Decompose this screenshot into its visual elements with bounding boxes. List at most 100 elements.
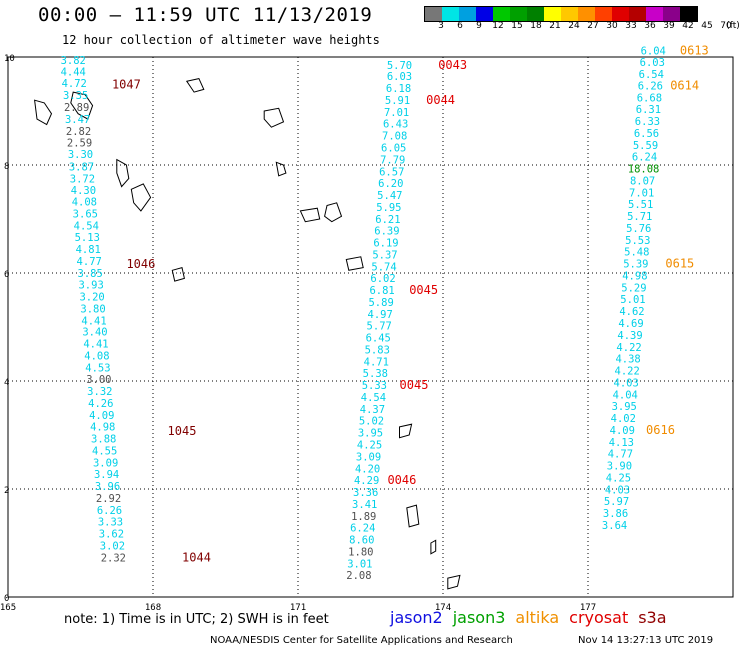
wave-height-value: 3.62 <box>99 529 124 541</box>
pass-time-label: 0613 <box>680 43 709 57</box>
color-scale-label: 45 <box>701 21 713 31</box>
pass-time-label: 0615 <box>665 257 694 271</box>
wave-height-value: 4.09 <box>89 410 114 422</box>
wave-height-value: 2.89 <box>64 102 89 114</box>
color-scale-label: 24 <box>568 21 580 31</box>
wave-height-value: 5.97 <box>604 496 629 508</box>
color-swatch <box>595 7 612 21</box>
wave-height-value: 6.24 <box>350 523 375 535</box>
wave-height-value: 4.25 <box>357 440 382 452</box>
page-title: 00:00 – 11:59 UTC 11/13/2019 <box>38 4 373 26</box>
wave-height-value: 6.03 <box>387 71 412 83</box>
wave-height-value: 5.95 <box>376 202 401 214</box>
pass-time-label: 1046 <box>126 257 155 271</box>
wave-height-value: 3.94 <box>94 469 119 481</box>
wave-height-value: 6.81 <box>369 285 394 297</box>
wave-height-value: 3.95 <box>612 401 637 413</box>
wave-height-value: 4.97 <box>368 309 393 321</box>
wave-height-value: 2.08 <box>346 570 371 582</box>
wave-height-value: 3.85 <box>78 268 103 280</box>
wave-height-value: 6.19 <box>373 238 398 250</box>
wave-height-value: 5.77 <box>367 321 392 333</box>
color-swatch <box>629 7 646 21</box>
wave-height-value: 4.55 <box>92 445 117 457</box>
pass-time-label: 0045 <box>409 283 438 297</box>
wave-height-value: 3.72 <box>70 173 95 185</box>
wave-height-value: 3.82 <box>61 55 86 67</box>
color-scale-label: 42 <box>682 21 694 31</box>
island-outline <box>324 202 343 223</box>
color-swatch <box>578 7 595 21</box>
wave-height-value: 3.64 <box>602 520 627 532</box>
wave-height-value: 5.53 <box>625 235 650 247</box>
wave-height-value: 3.00 <box>86 374 111 386</box>
island-outline <box>406 504 420 528</box>
wave-height-value: 4.04 <box>613 389 638 401</box>
wave-height-value: 3.20 <box>79 292 104 304</box>
island-outline <box>275 161 287 177</box>
wave-height-value: 6.43 <box>383 119 408 131</box>
color-swatch <box>663 7 680 21</box>
wave-height-value: 4.09 <box>610 425 635 437</box>
wave-height-value: 4.39 <box>617 330 642 342</box>
wave-height-value: 4.69 <box>618 318 643 330</box>
color-swatch <box>680 7 697 21</box>
wave-height-value: 7.08 <box>382 131 407 143</box>
generation-timestamp: Nov 14 13:27:13 UTC 2019 <box>578 635 714 646</box>
color-scale-label: 36 <box>644 21 656 31</box>
island-outline <box>299 207 321 223</box>
wave-height-value: 5.38 <box>363 368 388 380</box>
wave-height-value: 4.02 <box>611 413 636 425</box>
color-scale-label: 30 <box>606 21 618 31</box>
wave-height-value: 5.37 <box>372 249 397 261</box>
wave-height-value: 2.32 <box>101 552 126 564</box>
wave-height-value: 3.95 <box>358 428 383 440</box>
wave-height-value: 4.53 <box>85 362 110 374</box>
wave-height-value: 5.48 <box>624 247 649 259</box>
island-outline <box>171 266 185 282</box>
y-tick-label: 6 <box>4 270 9 280</box>
color-scale-label: 21 <box>549 21 561 31</box>
color-swatch <box>646 7 663 21</box>
wave-height-value: 3.88 <box>91 434 116 446</box>
wave-height-value: 6.05 <box>381 143 406 155</box>
color-swatch <box>476 7 493 21</box>
wave-height-value: 5.74 <box>371 261 396 273</box>
wave-height-value: 6.26 <box>97 505 122 517</box>
wave-height-value: 4.71 <box>364 356 389 368</box>
wave-height-value: 4.20 <box>355 463 380 475</box>
color-swatch <box>442 7 459 21</box>
wave-height-value: 1.80 <box>348 546 373 558</box>
wave-height-value: 4.41 <box>83 339 108 351</box>
color-scale-label: 33 <box>625 21 637 31</box>
wave-height-value: 4.08 <box>84 350 109 362</box>
wave-height-value: 5.39 <box>623 259 648 271</box>
wave-height-value: 4.22 <box>615 366 640 378</box>
x-tick-label: 171 <box>290 603 306 613</box>
wave-height-value: 7.79 <box>380 154 405 166</box>
wave-height-value: 5.76 <box>626 223 651 235</box>
color-swatch <box>510 7 527 21</box>
wave-height-value: 4.41 <box>81 315 106 327</box>
color-scale-label: 9 <box>476 21 482 31</box>
y-tick-label: 10 <box>4 54 15 64</box>
color-swatch <box>612 7 629 21</box>
wave-height-value: 5.47 <box>377 190 402 202</box>
wave-height-value: 4.77 <box>77 256 102 268</box>
color-scale-label: 70 <box>720 21 732 31</box>
wave-height-value: 5.70 <box>387 60 412 72</box>
y-tick-label: 4 <box>4 378 9 388</box>
units-note: note: 1) Time is in UTC; 2) SWH is in fe… <box>64 612 329 627</box>
island-outline <box>447 574 461 590</box>
wave-height-value: 6.26 <box>638 80 663 92</box>
wave-height-value: 4.44 <box>61 66 86 78</box>
island-outline <box>34 99 53 126</box>
wave-height-value: 7.01 <box>629 187 654 199</box>
wave-height-value: 4.29 <box>354 475 379 487</box>
wave-height-value: 3.32 <box>87 386 112 398</box>
wave-height-value: 3.01 <box>347 558 372 570</box>
island-outline <box>399 423 413 439</box>
color-swatch <box>561 7 578 21</box>
credit-line: NOAA/NESDIS Center for Satellite Applica… <box>210 635 513 646</box>
wave-height-value: 3.35 <box>63 90 88 102</box>
